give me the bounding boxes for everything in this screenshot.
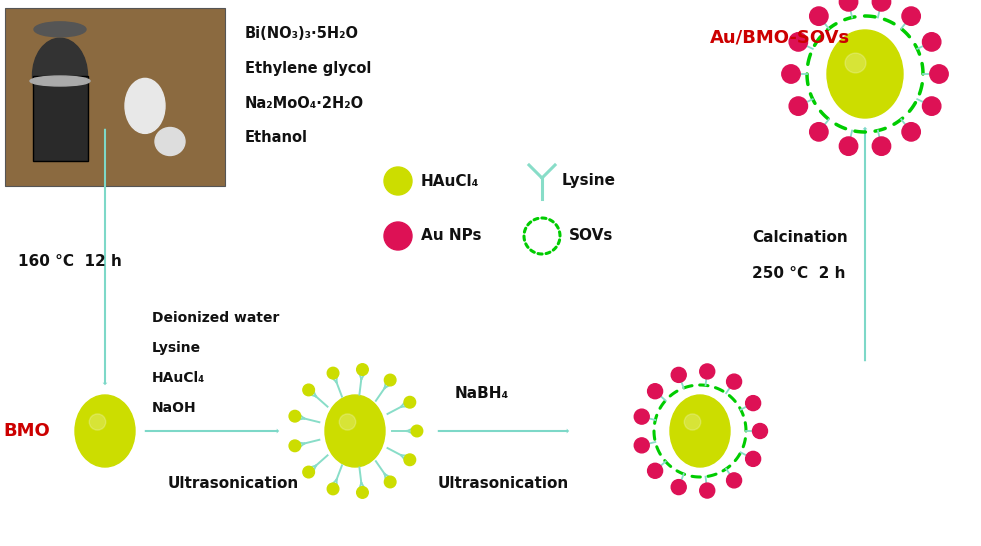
Circle shape xyxy=(328,483,338,495)
Ellipse shape xyxy=(845,53,866,73)
Circle shape xyxy=(635,438,649,453)
Circle shape xyxy=(809,7,828,25)
Circle shape xyxy=(922,97,941,115)
Text: Bi(NO₃)₃·5H₂O: Bi(NO₃)₃·5H₂O xyxy=(245,26,359,40)
Ellipse shape xyxy=(30,76,90,86)
Circle shape xyxy=(404,396,416,408)
Text: NaBH₄: NaBH₄ xyxy=(455,387,509,401)
Text: NaOH: NaOH xyxy=(152,401,196,415)
Circle shape xyxy=(840,137,857,156)
Circle shape xyxy=(671,367,687,382)
Ellipse shape xyxy=(75,395,135,467)
Ellipse shape xyxy=(34,22,86,37)
Circle shape xyxy=(289,440,301,452)
Text: Au NPs: Au NPs xyxy=(421,228,482,244)
Circle shape xyxy=(328,367,338,379)
Circle shape xyxy=(922,33,941,51)
Text: SOVs: SOVs xyxy=(569,228,613,244)
Ellipse shape xyxy=(827,30,903,118)
Circle shape xyxy=(357,486,368,498)
Text: HAuCl₄: HAuCl₄ xyxy=(152,371,205,385)
Circle shape xyxy=(699,483,715,498)
Text: BMO: BMO xyxy=(3,422,50,440)
Circle shape xyxy=(727,374,742,389)
FancyBboxPatch shape xyxy=(33,76,88,161)
Circle shape xyxy=(809,123,828,141)
Ellipse shape xyxy=(125,79,165,133)
Circle shape xyxy=(384,222,412,250)
Text: 160 °C  12 h: 160 °C 12 h xyxy=(18,253,122,269)
Text: Na₂MoO₄·2H₂O: Na₂MoO₄·2H₂O xyxy=(245,96,364,110)
Circle shape xyxy=(872,0,891,11)
Ellipse shape xyxy=(155,128,185,156)
Text: Lysine: Lysine xyxy=(562,174,616,188)
Text: Au/BMO-SOVs: Au/BMO-SOVs xyxy=(710,29,851,47)
Circle shape xyxy=(902,123,920,141)
Text: 250 °C  2 h: 250 °C 2 h xyxy=(752,266,846,282)
Circle shape xyxy=(357,364,368,375)
Ellipse shape xyxy=(685,414,700,430)
Circle shape xyxy=(930,65,949,83)
Text: HAuCl₄: HAuCl₄ xyxy=(421,174,480,188)
Circle shape xyxy=(782,65,800,83)
Ellipse shape xyxy=(670,395,730,467)
Ellipse shape xyxy=(32,38,87,113)
Circle shape xyxy=(635,409,649,424)
Circle shape xyxy=(789,33,807,51)
Circle shape xyxy=(699,364,715,379)
Circle shape xyxy=(289,411,301,422)
FancyBboxPatch shape xyxy=(5,8,225,186)
Circle shape xyxy=(840,0,857,11)
Circle shape xyxy=(746,452,760,466)
Circle shape xyxy=(746,396,760,411)
Circle shape xyxy=(404,454,416,466)
Text: Lysine: Lysine xyxy=(152,341,201,355)
Circle shape xyxy=(384,167,412,195)
Text: Ethanol: Ethanol xyxy=(245,130,308,145)
Circle shape xyxy=(385,374,396,386)
Circle shape xyxy=(902,7,920,25)
Circle shape xyxy=(303,466,315,478)
Text: Ethylene glycol: Ethylene glycol xyxy=(245,61,372,75)
Text: Ultrasonication: Ultrasonication xyxy=(438,477,569,491)
Circle shape xyxy=(385,476,396,488)
Circle shape xyxy=(671,479,687,495)
Circle shape xyxy=(411,425,423,437)
Circle shape xyxy=(872,137,891,156)
Ellipse shape xyxy=(89,414,106,430)
Text: Ultrasonication: Ultrasonication xyxy=(168,477,299,491)
Ellipse shape xyxy=(325,395,385,467)
Circle shape xyxy=(752,424,767,438)
Text: Calcination: Calcination xyxy=(752,230,848,246)
Text: Deionized water: Deionized water xyxy=(152,311,280,325)
Circle shape xyxy=(727,473,742,488)
Circle shape xyxy=(647,384,662,399)
Circle shape xyxy=(789,97,807,115)
Circle shape xyxy=(303,384,315,396)
Circle shape xyxy=(647,464,662,478)
Ellipse shape xyxy=(339,414,356,430)
